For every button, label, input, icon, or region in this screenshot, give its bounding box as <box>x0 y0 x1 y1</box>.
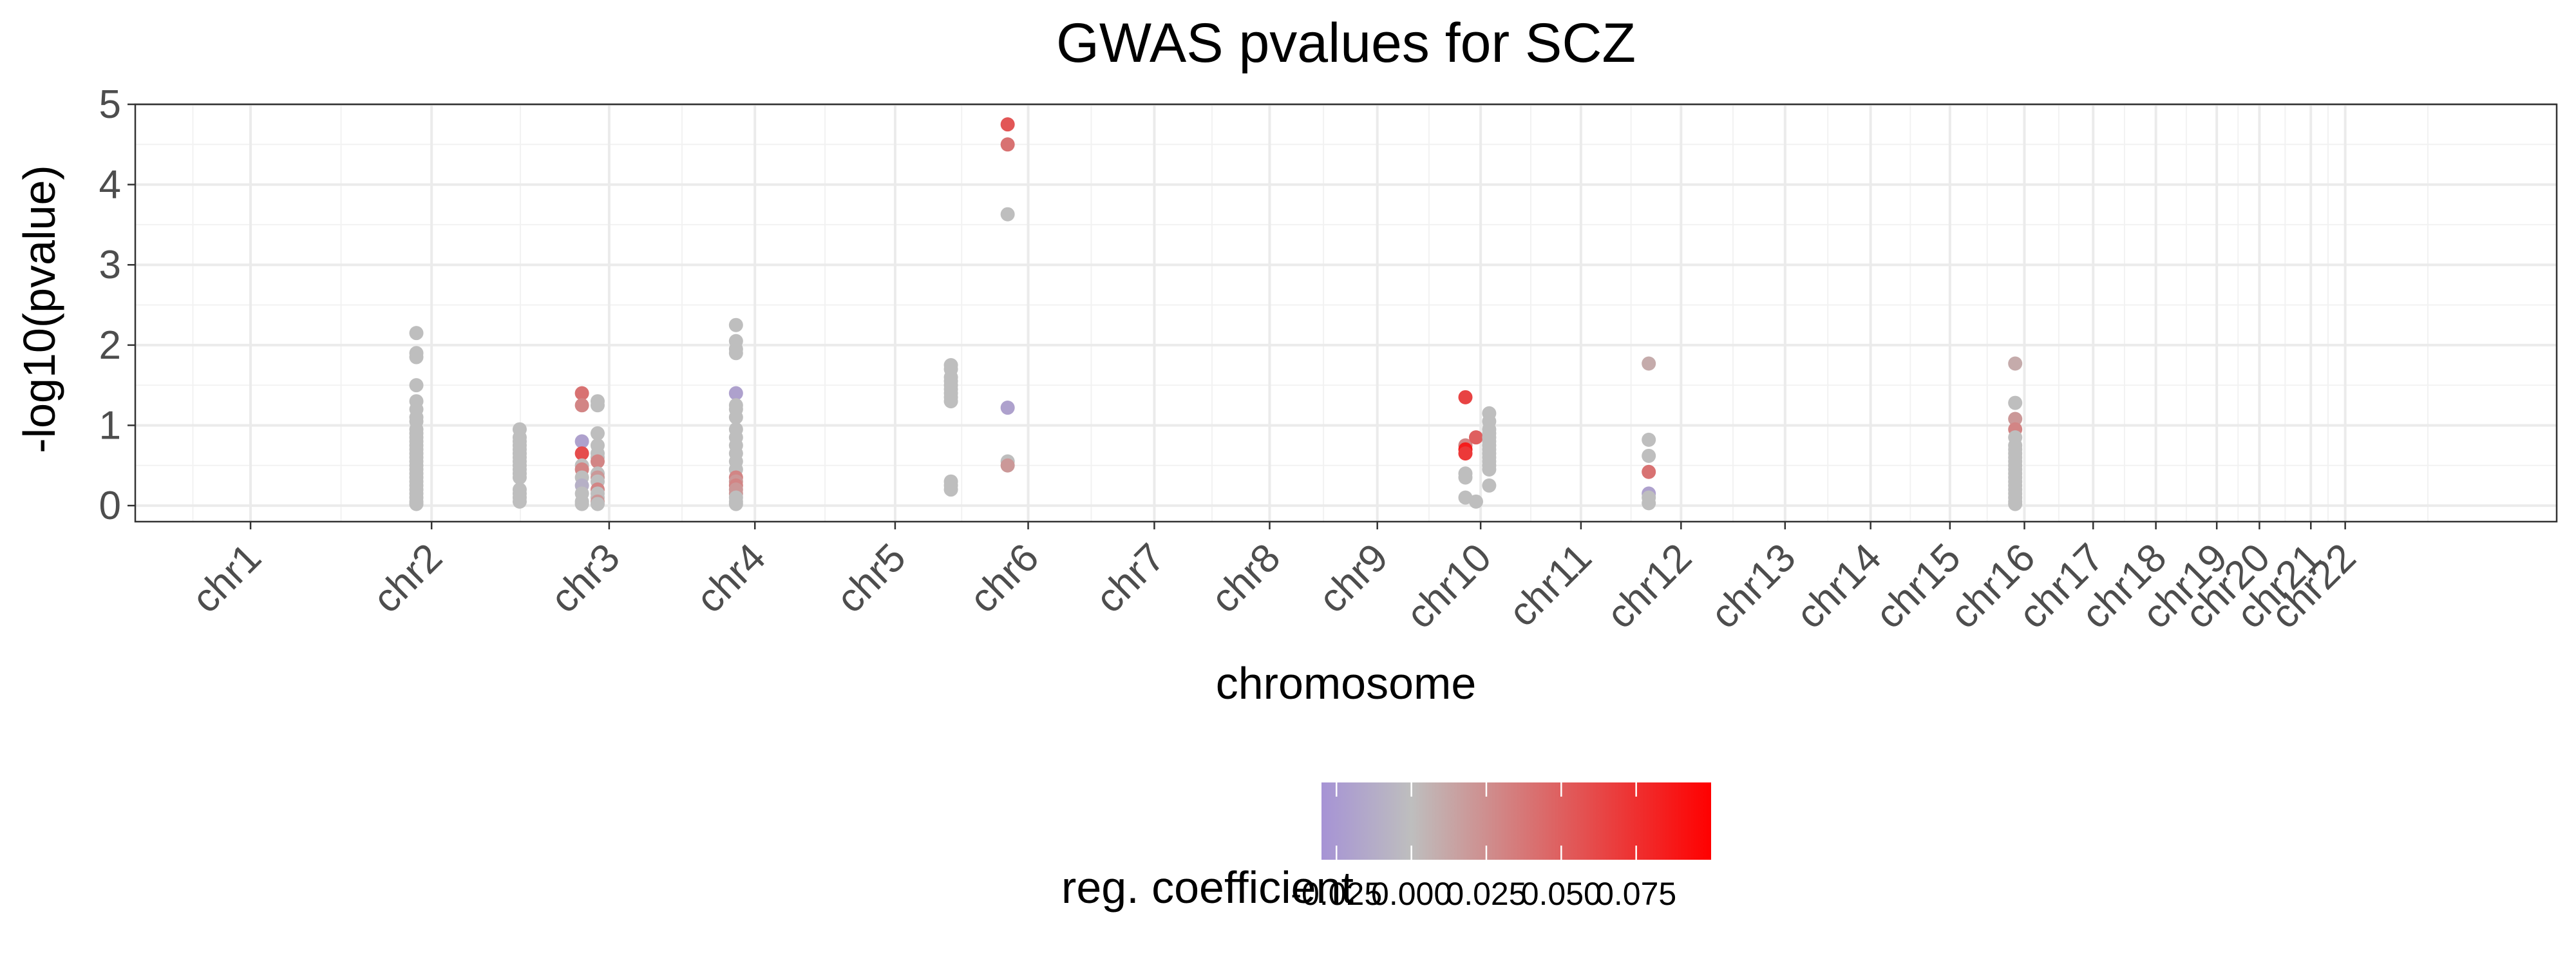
data-point <box>574 497 589 511</box>
data-points <box>409 117 2023 511</box>
data-point <box>1000 137 1015 152</box>
x-axis-title: chromosome <box>1216 658 1477 708</box>
x-tick-label: chr8 <box>1202 535 1289 621</box>
y-axis: 0 1 2 3 4 5 <box>99 82 135 528</box>
data-point <box>1482 462 1497 477</box>
data-point <box>1000 207 1015 222</box>
data-point <box>728 410 743 424</box>
x-tick-label: chr9 <box>1311 535 1397 621</box>
x-tick-label: chr11 <box>1501 535 1600 635</box>
y-tick-label: 1 <box>99 403 121 448</box>
x-tick-label: chr7 <box>1087 535 1173 621</box>
minor-gridlines-x <box>192 104 2429 522</box>
legend-tick-label: -0.025 <box>1291 876 1382 912</box>
data-point <box>1642 356 1656 371</box>
data-point <box>1000 458 1015 473</box>
data-point <box>1458 446 1473 461</box>
data-point <box>943 482 958 497</box>
x-tick-label: chr6 <box>961 535 1047 621</box>
data-point <box>2008 356 2023 371</box>
y-tick-label: 5 <box>99 82 121 127</box>
x-tick-label: chr5 <box>828 535 914 621</box>
legend-tick-label: 0.000 <box>1371 876 1452 912</box>
x-axis: chr1 chr2 chr3 chr4 chr5 chr6 chr7 chr8 chr9 chr1… <box>184 522 2365 638</box>
minor-gridlines-y <box>135 144 2557 466</box>
y-tick-label: 2 <box>99 323 121 368</box>
major-gridlines-x <box>249 104 2347 522</box>
data-point <box>409 350 424 365</box>
legend-tick-label: 0.050 <box>1521 876 1602 912</box>
data-point <box>1642 448 1656 463</box>
x-tick-label: chr14 <box>1788 535 1889 637</box>
data-point <box>409 378 424 393</box>
data-point <box>728 386 743 401</box>
data-point <box>512 470 527 485</box>
data-point <box>590 454 605 469</box>
data-point <box>1642 496 1656 511</box>
data-point <box>574 398 589 413</box>
data-point <box>728 346 743 361</box>
legend-colorbar <box>1321 782 1711 860</box>
color-legend: reg. coefficient -0.0250.0000.0250.0500.… <box>1061 782 1711 913</box>
data-point <box>574 386 589 401</box>
data-point <box>728 317 743 332</box>
data-point <box>1000 117 1015 132</box>
panel-background <box>135 104 2557 522</box>
data-point <box>1468 430 1483 445</box>
data-point <box>590 398 605 413</box>
data-point <box>1458 470 1473 485</box>
data-point <box>590 497 605 511</box>
y-tick-label: 3 <box>99 243 121 287</box>
panel-border <box>134 103 2558 523</box>
x-tick-label: chr10 <box>1398 535 1500 637</box>
data-point <box>1458 390 1473 404</box>
data-point <box>2008 412 2023 426</box>
x-tick-label: chr13 <box>1702 535 1804 637</box>
x-tick-label: chr2 <box>365 535 451 621</box>
y-axis-title: -log10(pvalue) <box>14 165 64 453</box>
x-tick-label: chr3 <box>542 535 629 621</box>
data-point <box>943 394 958 409</box>
x-tick-label: chr12 <box>1598 535 1700 637</box>
chart-title: GWAS pvalues for SCZ <box>1056 12 1636 74</box>
data-point <box>512 494 527 509</box>
data-point <box>2008 395 2023 410</box>
data-point <box>2008 497 2023 511</box>
data-point <box>574 434 589 449</box>
data-point <box>409 497 424 511</box>
data-point <box>1642 464 1656 479</box>
data-point <box>1642 432 1656 447</box>
x-tick-label: chr1 <box>184 535 270 621</box>
data-point <box>1000 401 1015 415</box>
data-point <box>728 497 743 511</box>
data-point <box>1482 478 1497 493</box>
x-tick-label: chr15 <box>1867 535 1969 637</box>
data-point <box>574 446 589 461</box>
legend-tick-label: 0.025 <box>1446 876 1526 912</box>
plot-panel <box>134 103 2558 523</box>
data-point <box>1468 494 1483 509</box>
legend-title: reg. coefficient <box>1061 862 1354 913</box>
y-tick-label: 4 <box>99 163 121 207</box>
legend-tick-label: 0.075 <box>1596 876 1676 912</box>
data-point <box>409 326 424 341</box>
x-tick-label: chr4 <box>688 535 774 621</box>
data-point <box>590 426 605 440</box>
y-tick-label: 0 <box>99 484 121 528</box>
